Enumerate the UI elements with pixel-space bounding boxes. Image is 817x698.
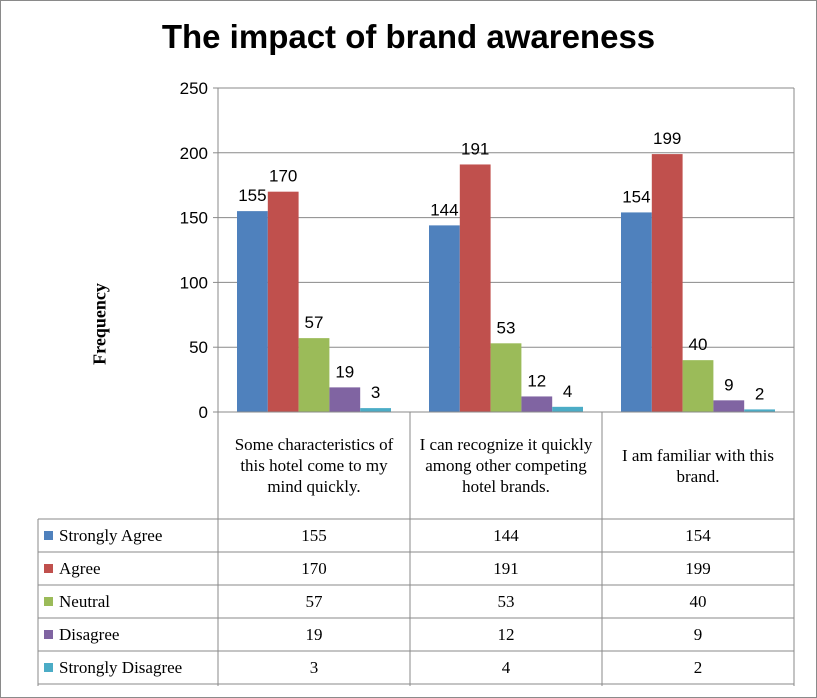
legend-entry: Neutral <box>38 585 218 618</box>
x-category-label: Some characteristics of this hotel come … <box>234 435 394 496</box>
x-category-label: I am familiar with this brand. <box>621 445 775 486</box>
y-tick-label: 200 <box>180 144 208 163</box>
bar <box>521 396 553 412</box>
table-cell: 170 <box>301 558 327 578</box>
table-cell: 40 <box>689 591 707 611</box>
data-label: 4 <box>563 382 572 401</box>
data-label: 2 <box>755 384 764 403</box>
legend-entry: Disagree <box>38 618 218 651</box>
data-label: 19 <box>335 362 354 381</box>
y-tick-label: 0 <box>199 403 208 422</box>
legend-entry: Agree <box>38 552 218 585</box>
bar <box>429 225 460 412</box>
y-tick-label: 150 <box>180 209 208 228</box>
table-cell: 12 <box>497 624 515 644</box>
table-cell: 4 <box>501 657 511 677</box>
legend-label: Disagree <box>59 624 120 644</box>
bar <box>651 154 683 412</box>
data-label: 199 <box>653 129 681 148</box>
data-label: 155 <box>238 186 266 205</box>
legend-swatch <box>44 630 53 639</box>
bar <box>713 400 745 412</box>
legend-swatch <box>44 564 53 573</box>
data-label: 12 <box>527 371 546 390</box>
bar <box>329 387 361 412</box>
data-label: 144 <box>430 200 458 219</box>
legend-label: Strongly Disagree <box>59 657 183 677</box>
table-cell: 19 <box>305 624 323 644</box>
legend-swatch <box>44 531 53 540</box>
data-label: 40 <box>689 335 708 354</box>
chart-title: The impact of brand awareness <box>161 18 656 55</box>
bar <box>744 409 775 412</box>
table-cell: 191 <box>493 558 519 578</box>
table-cell: 154 <box>685 525 711 545</box>
bar <box>682 360 714 412</box>
bar <box>267 191 299 412</box>
legend-entry: Strongly Agree <box>38 519 218 552</box>
y-tick-label: 250 <box>180 79 208 98</box>
data-label: 9 <box>724 375 733 394</box>
bar <box>490 343 522 412</box>
bar <box>298 338 330 412</box>
table-cell: 3 <box>309 657 319 677</box>
table-cell: 9 <box>693 624 703 644</box>
data-label: 191 <box>461 139 489 158</box>
legend-swatch <box>44 663 53 672</box>
bar <box>237 211 268 412</box>
legend-label: Strongly Agree <box>59 525 163 545</box>
data-label: 3 <box>371 383 380 402</box>
table-cell: 155 <box>301 525 327 545</box>
table-cell: 57 <box>305 591 323 611</box>
x-category-label: I can recognize it quickly among other c… <box>419 435 593 496</box>
legend-label: Agree <box>59 558 101 578</box>
bar <box>459 164 491 412</box>
legend-swatch <box>44 597 53 606</box>
table-cell: 53 <box>497 591 515 611</box>
table-cell: 199 <box>685 558 711 578</box>
table-cell: 2 <box>693 657 703 677</box>
data-label: 53 <box>497 318 516 337</box>
legend-label: Neutral <box>59 591 110 611</box>
data-label: 170 <box>269 167 297 186</box>
bar <box>360 408 391 412</box>
bar <box>621 212 652 412</box>
y-tick-label: 100 <box>180 273 208 292</box>
legend-entry: Strongly Disagree <box>38 651 218 684</box>
data-label: 57 <box>305 313 324 332</box>
data-label: 154 <box>622 187 650 206</box>
y-tick-label: 50 <box>189 338 208 357</box>
bar <box>552 406 583 412</box>
table-cell: 144 <box>493 525 519 545</box>
